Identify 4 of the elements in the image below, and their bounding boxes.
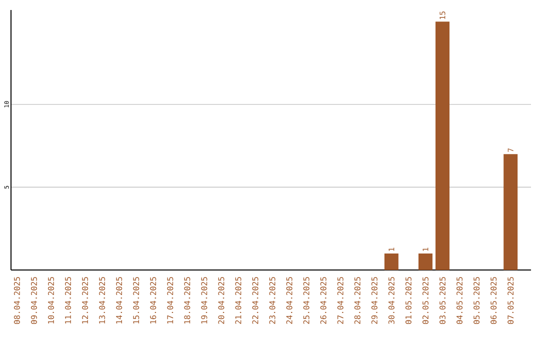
bar [504,154,518,270]
bar [418,253,432,270]
bar [384,253,398,270]
bar [436,22,450,270]
